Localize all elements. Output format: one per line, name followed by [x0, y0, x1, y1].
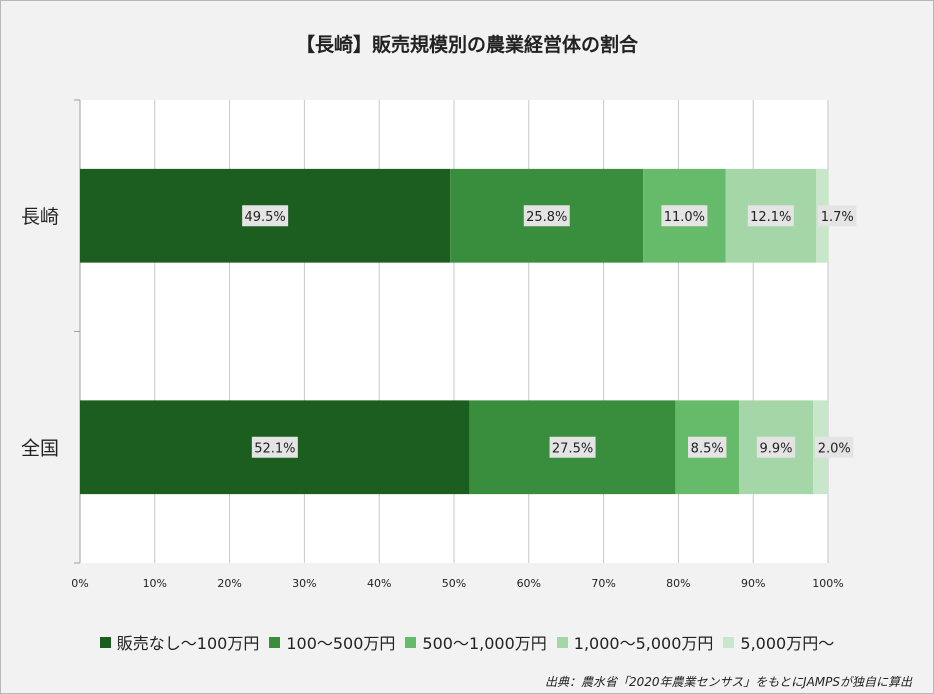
data-label-box: [756, 436, 796, 458]
data-label: 11.0%: [664, 210, 705, 225]
legend-item: 5,000万円～: [723, 630, 834, 654]
data-label-box: [242, 205, 289, 227]
x-tick-label: 30%: [292, 577, 316, 590]
data-label: 52.1%: [254, 441, 295, 456]
x-tick-label: 0%: [71, 577, 88, 590]
legend-swatch: [99, 636, 111, 648]
legend-swatch: [269, 636, 281, 648]
legend-label: 販売なし～100万円: [116, 634, 260, 653]
x-tick-label: 80%: [666, 577, 690, 590]
legend: 販売なし～100万円 100～500万円 500～1,000万円 1,000～5,00…: [0, 630, 934, 654]
x-tick-label: 70%: [591, 577, 615, 590]
data-label: 9.9%: [759, 441, 792, 456]
x-tick-label: 40%: [367, 577, 391, 590]
legend-label: 5,000万円～: [740, 634, 835, 653]
x-tick-label: 100%: [812, 577, 843, 590]
legend-swatch: [556, 636, 568, 648]
x-tick-label: 50%: [442, 577, 466, 590]
data-label: 8.5%: [691, 441, 724, 456]
legend-item: 100～500万円: [269, 630, 395, 654]
data-label: 27.5%: [552, 441, 593, 456]
legend-label: 500～1,000万円: [422, 634, 547, 653]
x-tick-label: 60%: [517, 577, 541, 590]
data-label-box: [815, 436, 854, 458]
x-tick-label: 90%: [741, 577, 765, 590]
data-label-box: [747, 205, 794, 227]
data-label: 12.1%: [750, 210, 791, 225]
source-note: 出典：農水省「2020年農業センサス」をもとにJAMPSが独自に算出: [544, 675, 912, 689]
legend-label: 1,000～5,000万円: [573, 634, 714, 653]
data-label-box: [687, 436, 727, 458]
data-label-box: [818, 205, 857, 227]
category-label: 長崎: [21, 206, 59, 228]
data-label-box: [661, 205, 708, 227]
data-label: 25.8%: [526, 210, 567, 225]
data-label: 49.5%: [244, 210, 285, 225]
category-label: 全国: [21, 437, 59, 459]
legend-swatch: [405, 636, 417, 648]
data-label-box: [549, 436, 596, 458]
legend-item: 1,000～5,000万円: [556, 630, 714, 654]
legend-swatch: [723, 636, 735, 648]
x-tick-label: 20%: [217, 577, 241, 590]
legend-item: 販売なし～100万円: [99, 630, 260, 654]
legend-label: 100～500万円: [286, 634, 396, 653]
data-label: 1.7%: [821, 210, 854, 225]
legend-item: 500～1,000万円: [405, 630, 547, 654]
x-tick-label: 10%: [143, 577, 167, 590]
data-label: 2.0%: [818, 441, 851, 456]
data-label-box: [251, 436, 298, 458]
data-label-box: [523, 205, 570, 227]
chart-title: 【長崎】販売規模別の農業経営体の割合: [295, 34, 638, 56]
